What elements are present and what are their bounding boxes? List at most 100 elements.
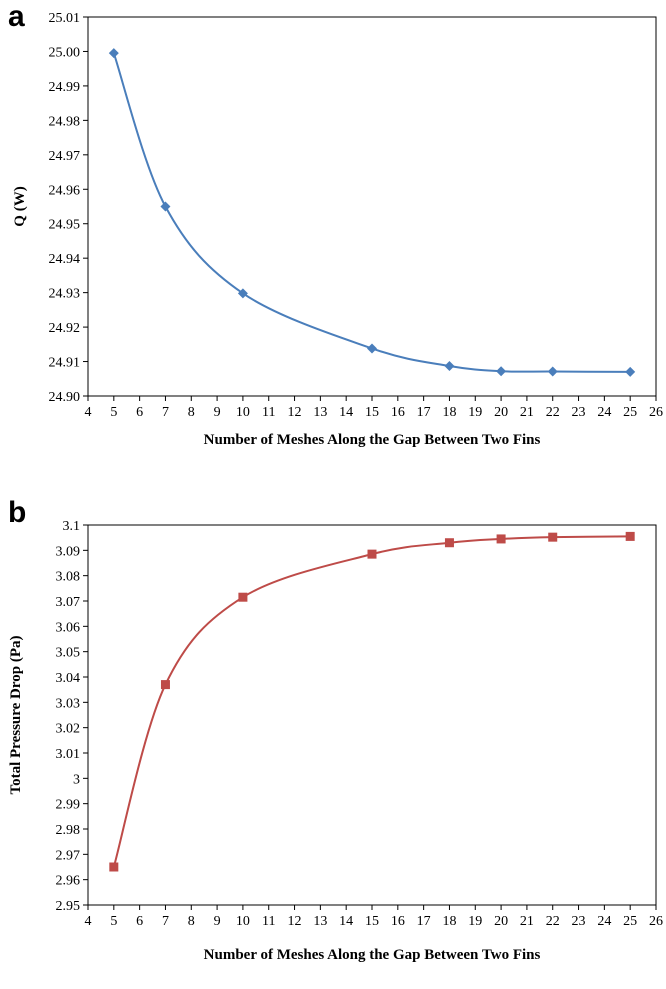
x-tick-label: 13 [313,914,327,929]
y-tick-label: 25.00 [49,45,81,60]
data-point-marker [237,288,248,299]
y-tick-label: 24.95 [49,218,81,233]
chart-panel-a: a 4 5 6 7 8 9 10 11 12 13 14 15 16 17 18 19 20 21 22 23 24 25… [0,0,666,486]
y-tick-label: 3.01 [56,747,81,762]
x-tick-label: 11 [262,914,275,929]
x-tick-label: 19 [468,405,482,420]
y-tick-label: 24.96 [49,183,81,198]
y-tick-label: 24.90 [49,390,81,405]
x-tick-label: 26 [649,405,663,420]
x-tick-label: 18 [442,914,456,929]
x-tick-label: 6 [136,914,143,929]
panel-label-b: b [8,496,27,529]
data-point-marker [367,549,377,559]
data-point-marker [625,531,635,541]
y-tick-label: 2.95 [56,899,81,914]
data-point-marker [238,592,248,602]
y-tick-label: 3.07 [56,595,81,610]
plot-frame [87,16,657,397]
x-tick-label: 20 [494,405,508,420]
data-point-marker [625,366,636,377]
x-tick-label: 21 [520,914,534,929]
x-tick-label: 4 [85,914,92,929]
x-tick-label: 14 [339,405,353,420]
x-tick-label: 26 [649,914,663,929]
y-tick-label: 24.97 [49,149,81,164]
data-point-marker [444,361,455,372]
x-tick-label: 8 [188,405,195,420]
y-tick-label: 3.03 [56,696,81,711]
y-tick-label: 25.01 [49,11,81,26]
x-tick-label: 16 [391,914,405,929]
y-tick-label: 3.02 [56,722,81,737]
x-tick-label: 19 [468,914,482,929]
y-axis-title: Q (W) [12,186,28,226]
data-point-marker [109,862,119,872]
series-line [112,535,631,868]
x-tick-label: 13 [313,405,327,420]
y-axis-title: Total Pressure Drop (Pa) [8,635,24,794]
pressure-drop-chart-svg: 4 5 6 7 8 9 10 11 12 13 14 15 16 17 18 19 20 21 22 23 24 25 26… [8,519,663,963]
y-tick-label: 2.98 [56,823,81,838]
x-tick-label: 11 [262,405,275,420]
panel-label-a: a [8,0,25,33]
x-tick-label: 24 [597,405,611,420]
y-tick-label: 24.91 [49,356,81,371]
x-tick-label: 15 [365,914,379,929]
y-tick-label: 2.99 [56,798,81,813]
x-tick-label: 23 [572,405,586,420]
x-tick-label: 12 [288,405,302,420]
data-point-marker [444,538,454,548]
x-tick-label: 22 [546,914,560,929]
data-point-marker [496,534,506,544]
plot-frame [87,524,657,906]
x-tick-label: 9 [214,405,221,420]
x-tick-label: 9 [214,914,221,929]
x-tick-label: 17 [417,405,431,420]
y-tick-label: 3.05 [56,646,81,661]
y-tick-label: 24.93 [49,287,81,302]
x-tick-label: 23 [572,914,586,929]
chart-panel-b: b 4 5 6 7 8 9 10 11 12 13 14 15 16 17 18 19 20 21 22 23 24 25… [0,494,666,989]
y-tick-label: 24.99 [49,80,81,95]
y-tick-label: 2.96 [56,874,81,889]
x-tick-label: 15 [365,405,379,420]
x-tick-label: 5 [110,914,117,929]
x-tick-label: 12 [288,914,302,929]
data-point-marker [496,366,507,377]
q-chart-svg: 4 5 6 7 8 9 10 11 12 13 14 15 16 17 18 19 20 21 22 23 24 25 26… [12,11,663,448]
data-point-marker [547,366,558,377]
y-tick-label: 24.94 [49,252,81,267]
y-tick-label: 3 [73,772,80,787]
y-tick-label: 3.1 [63,519,81,534]
x-tick-label: 21 [520,405,534,420]
y-tick-label: 3.04 [56,671,81,686]
y-tick-label: 24.98 [49,114,81,129]
y-tick-label: 2.97 [56,848,81,863]
x-tick-label: 10 [236,914,250,929]
x-tick-label: 7 [162,914,169,929]
x-tick-label: 8 [188,914,195,929]
y-tick-label: 3.09 [56,544,81,559]
y-tick-label: 3.08 [56,570,81,585]
data-point-marker [108,48,119,59]
data-point-marker [367,343,377,354]
x-tick-label: 10 [236,405,250,420]
x-tick-label: 16 [391,405,405,420]
y-tick-label: 3.06 [56,620,81,635]
data-point-marker [548,532,558,542]
x-axis-title: Number of Meshes Along the Gap Between T… [204,432,541,448]
y-tick-label: 24.92 [49,321,81,336]
x-tick-label: 4 [85,405,92,420]
x-tick-label: 24 [597,914,611,929]
x-tick-label: 6 [136,405,143,420]
x-tick-label: 18 [442,405,456,420]
data-point-marker [160,680,170,690]
data-point-marker [160,201,171,212]
x-tick-label: 7 [162,405,169,420]
x-tick-label: 5 [110,405,117,420]
x-tick-label: 25 [623,405,637,420]
x-tick-label: 20 [494,914,508,929]
x-tick-label: 17 [417,914,431,929]
x-tick-label: 14 [339,914,353,929]
